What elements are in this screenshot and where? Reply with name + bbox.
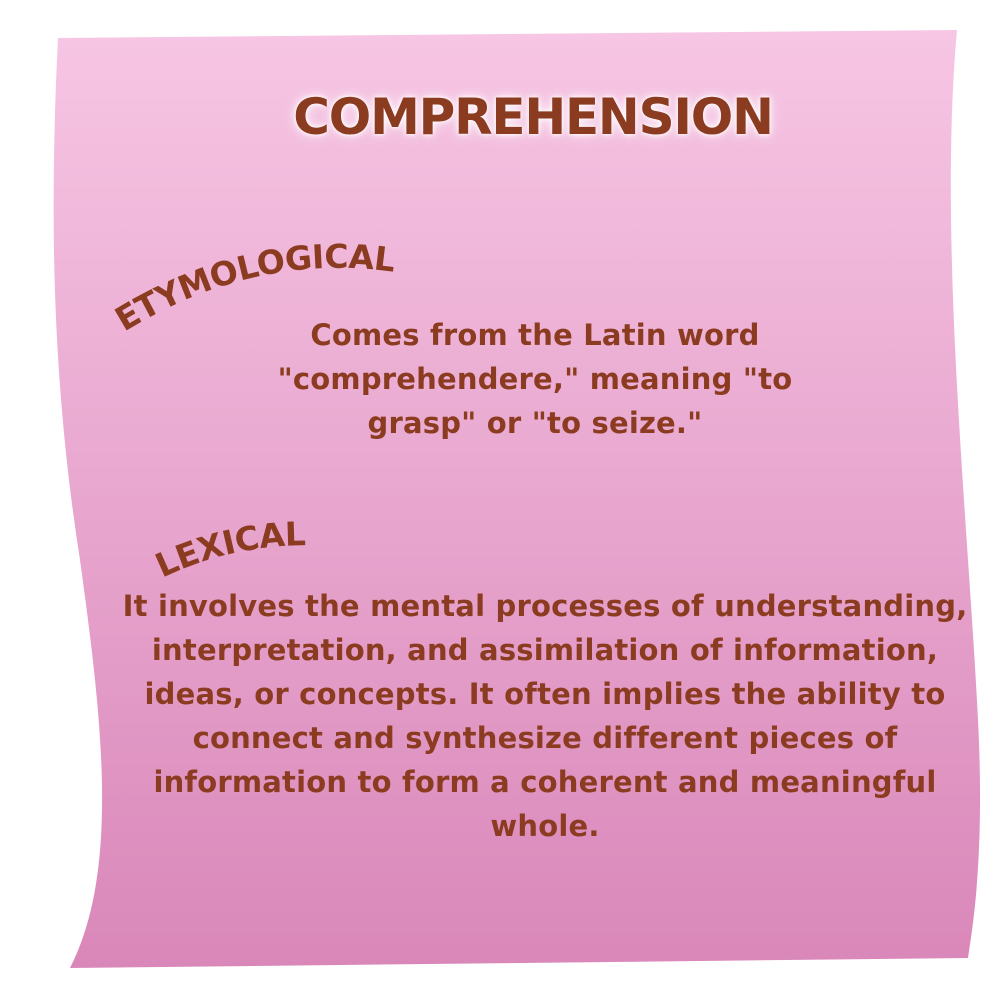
lexical-definition: It involves the mental processes of unde… xyxy=(122,589,968,843)
etymological-definition: Comes from the Latin word "comprehendere… xyxy=(277,318,793,440)
page-title: COMPREHENSION xyxy=(293,88,774,146)
